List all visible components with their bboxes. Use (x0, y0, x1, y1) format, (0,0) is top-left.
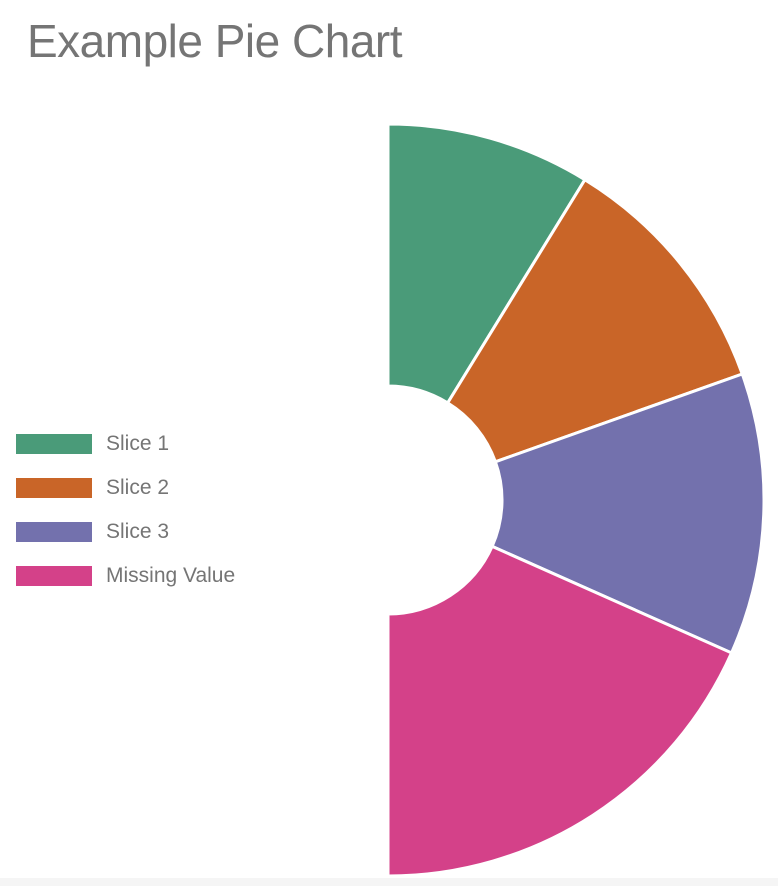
pie-slice-4[interactable] (386, 544, 734, 878)
legend-label: Slice 2 (106, 476, 170, 499)
legend-item-4[interactable]: Missing Value (16, 554, 235, 598)
legend-label: Missing Value (106, 564, 236, 587)
pie-slice-2[interactable] (445, 177, 745, 464)
legend: Slice 1 Slice 2 Slice 3 Missing Value (16, 422, 235, 598)
chart-title: Example Pie Chart (27, 15, 403, 67)
legend-swatch (16, 566, 92, 586)
legend-label: Slice 3 (106, 520, 170, 543)
legend-swatch (16, 522, 92, 542)
legend-item-1[interactable]: Slice 1 (16, 422, 235, 466)
legend-label: Slice 1 (106, 432, 170, 455)
pie-slice-3[interactable] (490, 372, 766, 655)
bottom-strip (0, 878, 778, 886)
pie-slice-1[interactable] (386, 122, 587, 405)
legend-item-2[interactable]: Slice 2 (16, 466, 235, 510)
legend-swatch (16, 478, 92, 498)
legend-item-3[interactable]: Slice 3 (16, 510, 235, 554)
legend-swatch (16, 434, 92, 454)
